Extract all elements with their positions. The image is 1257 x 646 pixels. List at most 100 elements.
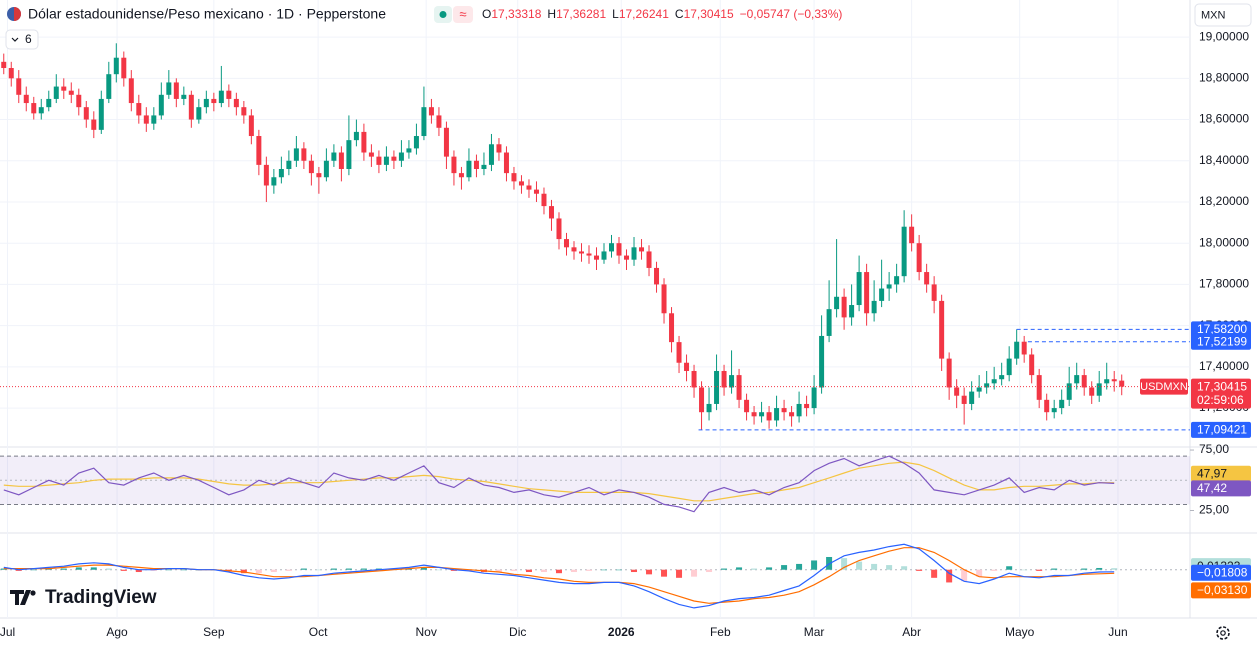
candle-body [151, 115, 157, 124]
macd-histogram-bar [691, 569, 698, 577]
macd-histogram-bar [180, 569, 187, 571]
macd-histogram-bar [646, 569, 653, 575]
candle-body [428, 107, 434, 116]
marks [0, 43, 1190, 609]
candle-body [526, 185, 532, 190]
candle-body [961, 395, 967, 404]
candle-body [563, 239, 569, 248]
candle-body [541, 193, 547, 207]
y-tick-label: 18,60000 [1199, 112, 1249, 126]
x-tick-label: Sep [203, 625, 225, 639]
ohlc-key: L [612, 7, 619, 21]
candle-body [481, 164, 487, 170]
currency-button[interactable] [1194, 3, 1252, 27]
x-tick-label: Jun [1108, 625, 1127, 639]
candle-body [721, 370, 727, 388]
eye-icon [439, 11, 447, 18]
candle-body [293, 148, 299, 161]
candle-body [203, 98, 209, 108]
macd-histogram-bar [90, 567, 97, 570]
candle-body [466, 160, 472, 178]
candle-body [188, 94, 194, 120]
settings-icon[interactable] [1216, 626, 1230, 640]
candle-body [1, 61, 7, 69]
macd-histogram-bar [916, 569, 923, 571]
candle-body [173, 82, 179, 99]
y-tick-label: 19,00000 [1199, 29, 1249, 43]
candle-body [136, 103, 142, 116]
candle-body [871, 300, 877, 314]
macd-histogram-bar [766, 567, 773, 570]
candle-body [931, 284, 937, 301]
macd-histogram-bar [1081, 568, 1088, 570]
macd-histogram-bar [1006, 566, 1013, 570]
macd-histogram-bar [811, 560, 818, 570]
candle-body [38, 107, 44, 114]
candle-body [578, 251, 584, 254]
candle-body [571, 247, 577, 252]
macd-histogram-bar [991, 569, 998, 571]
candle-body [796, 403, 802, 417]
candle-body [1096, 383, 1102, 396]
candle-body [16, 78, 22, 95]
candle-body [781, 408, 787, 413]
x-tick-label: Oct [309, 625, 328, 639]
candle-body [1074, 375, 1080, 384]
candle-body [1119, 380, 1125, 387]
candle-body [834, 296, 840, 310]
candle-body [271, 177, 277, 186]
wave-button[interactable] [453, 6, 473, 23]
candle-body [1066, 383, 1072, 400]
macd-histogram-bar [285, 569, 292, 571]
symbol-title: Dólar estadounidense/Peso mexicano · 1D … [28, 6, 386, 22]
candle-body [331, 152, 337, 161]
candle-body [654, 267, 660, 285]
candle-body [308, 160, 314, 174]
x-tick-label: Ago [106, 625, 128, 639]
candle-body [496, 144, 502, 153]
candle-body [263, 164, 269, 186]
y-tick-label: 17,40000 [1199, 359, 1249, 373]
macd-histogram-bar [225, 569, 232, 571]
candle-body [924, 272, 930, 285]
macd-histogram-bar [525, 569, 532, 573]
candle-body [473, 160, 479, 170]
macd-histogram-bar [270, 569, 277, 573]
rsi-tick-label: 25,00 [1199, 503, 1229, 517]
macd-histogram-bar [300, 568, 307, 570]
macd-histogram-bar [661, 569, 668, 577]
x-tick-label: Dic [509, 625, 526, 639]
candle-body [181, 94, 187, 99]
rsi-badge [1191, 480, 1251, 497]
macd-histogram-bar [165, 569, 172, 571]
currency-label: MXN [1201, 9, 1226, 21]
level-label: 17,58200 [1197, 322, 1247, 336]
indicator-count: 6 [25, 32, 32, 46]
macd-histogram-bar [616, 569, 623, 571]
candle-body [98, 98, 104, 130]
candle-body [143, 115, 149, 124]
ohlc-key: H [547, 7, 556, 21]
candle-body [864, 272, 870, 314]
rsi-ma-label: 47,97 [1197, 466, 1227, 480]
candle-body [211, 98, 217, 104]
level-badge [1191, 321, 1251, 338]
macd-histogram-bar [255, 569, 262, 574]
last-price-badge [1191, 378, 1251, 409]
indicators-toggle[interactable] [5, 29, 39, 50]
ohlc-value: 17,33318 [491, 7, 541, 21]
candle-body [511, 173, 517, 182]
macd-histogram-bar [60, 568, 67, 570]
candle-body [804, 403, 810, 409]
candle-body [548, 206, 554, 219]
candle-body [338, 152, 344, 170]
candle-body [226, 90, 232, 99]
candle-body [323, 160, 329, 178]
macd-histogram-bar [105, 568, 112, 570]
candle-body [518, 181, 524, 186]
candle-body [368, 152, 374, 157]
candle-body [759, 412, 765, 417]
candle-body [488, 144, 494, 165]
macd-histogram-bar [931, 569, 938, 578]
